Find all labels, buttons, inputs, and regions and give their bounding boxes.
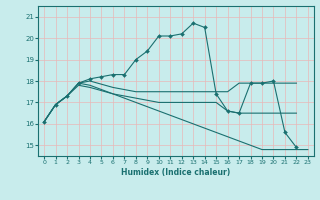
X-axis label: Humidex (Indice chaleur): Humidex (Indice chaleur) bbox=[121, 168, 231, 177]
